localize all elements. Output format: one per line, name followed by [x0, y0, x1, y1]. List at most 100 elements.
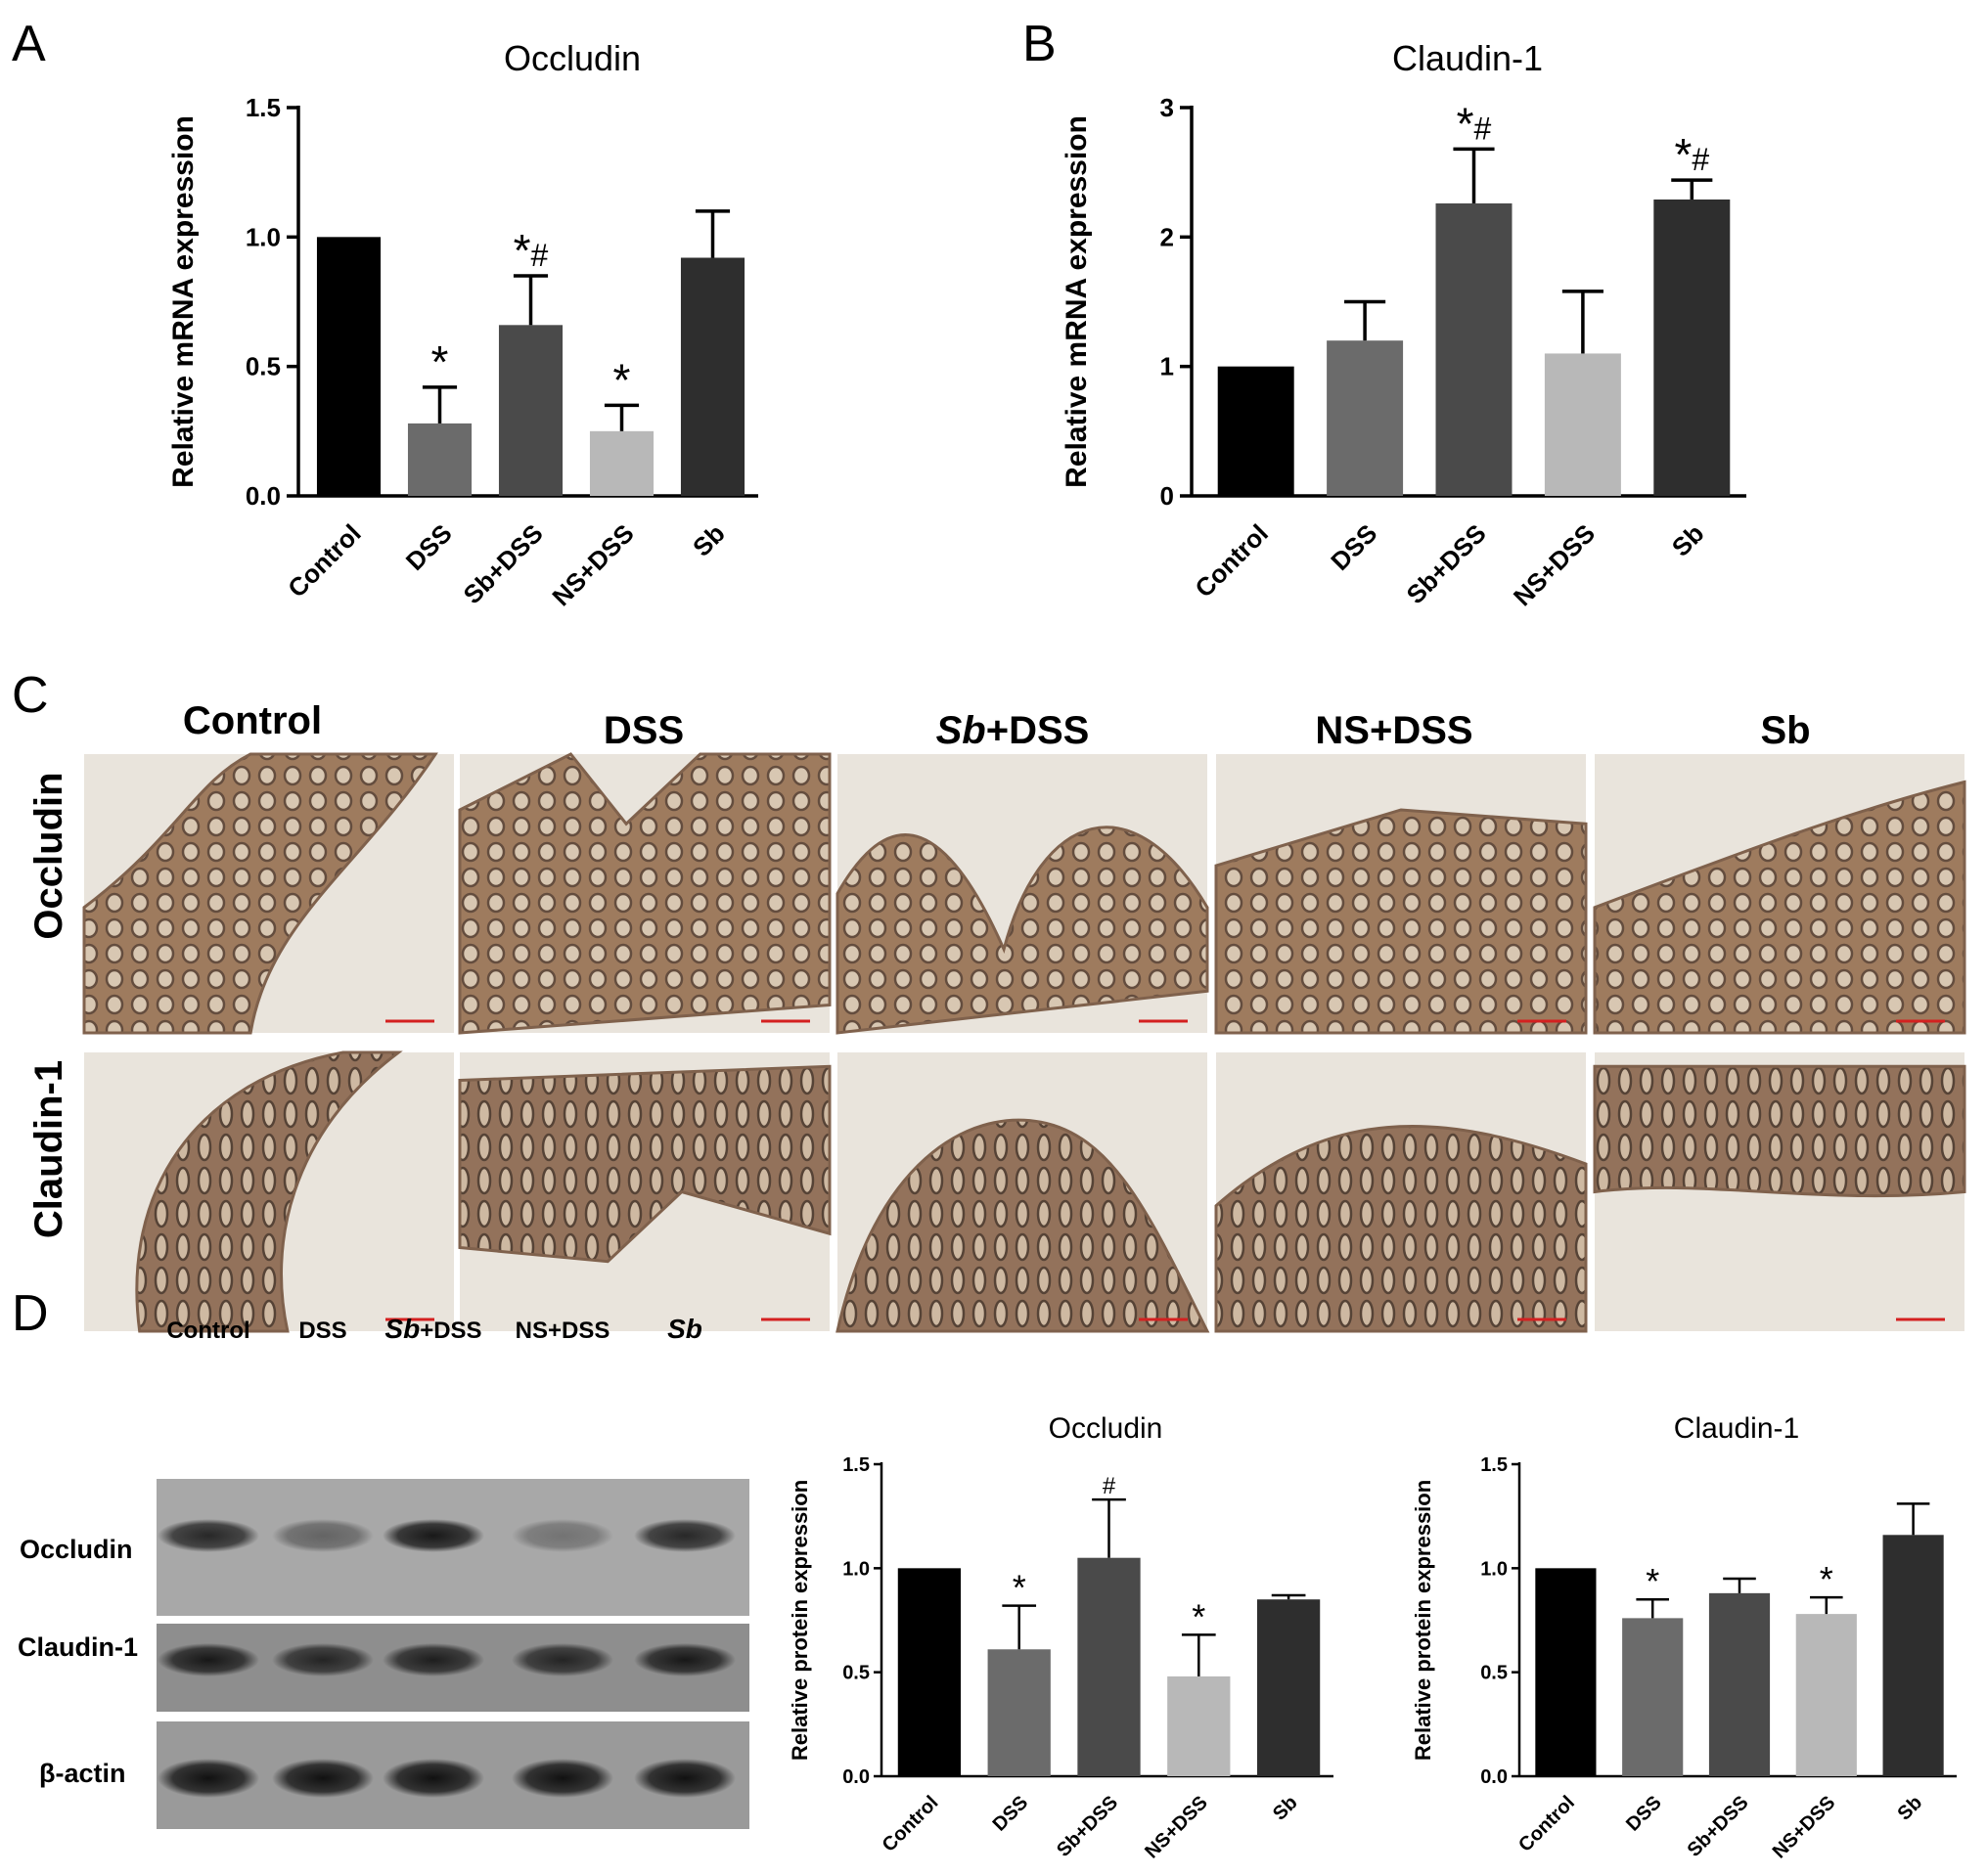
bar-ns-dss: [589, 430, 655, 496]
x-tick-label: NS+DSS: [546, 518, 639, 611]
chart-a-occludin-mrna: Occludin Relative mRNA expression 0.0 0.5 1.…: [167, 38, 758, 611]
y-tick-label: 1.5: [842, 1454, 870, 1476]
blot-band: [383, 1643, 484, 1676]
x-tick-label: Sb+DSS: [1400, 518, 1491, 609]
ihc-image-ns-dss-occludin: [1214, 754, 1588, 1035]
bar-sb-dss: [1435, 202, 1513, 496]
y-tick-label: 1.0: [1480, 1558, 1508, 1580]
significance-mark: *#: [1457, 98, 1492, 149]
significance-mark: *: [613, 354, 631, 405]
blot-band: [512, 1643, 613, 1676]
blot-band: [634, 1519, 736, 1552]
y-tick-label: 2: [1160, 222, 1174, 251]
significance-mark: *: [1820, 1559, 1833, 1599]
x-tick-label: DSS: [1622, 1792, 1666, 1836]
significance-mark: #: [1103, 1473, 1116, 1499]
bar-dss: [1622, 1618, 1684, 1776]
y-axis-label: Relative mRNA expression: [167, 115, 200, 488]
significance-mark: *: [1013, 1568, 1026, 1608]
x-tick-label: NS+DSS: [1769, 1792, 1840, 1863]
bar-control: [1217, 366, 1294, 496]
ihc-image-control-claudin: [84, 1050, 454, 1333]
bar-sb: [1653, 199, 1731, 496]
y-tick-label: 1: [1160, 352, 1174, 381]
chart-d-claudin-protein: Claudin-1 Relative protein expression 0.0 0…: [1411, 1412, 1957, 1863]
significance-mark: *#: [514, 225, 549, 276]
bar-ns-dss: [1167, 1675, 1231, 1776]
y-axis-label: Relative protein expression: [788, 1480, 812, 1761]
x-tick-label: Sb: [1666, 518, 1710, 562]
y-tick-label: 0.0: [842, 1766, 870, 1788]
y-tick-label: 0.0: [1480, 1766, 1508, 1788]
x-tick-label: DSS: [989, 1792, 1033, 1836]
x-tick-label: Sb+DSS: [1684, 1792, 1753, 1861]
blot-band: [512, 1519, 613, 1552]
y-tick-label: 1.5: [246, 93, 281, 122]
bar-sb-dss: [1708, 1592, 1771, 1776]
x-tick-label: Sb: [687, 518, 731, 562]
bar-dss: [1327, 340, 1404, 496]
bar-sb: [1256, 1599, 1321, 1776]
x-tick-label: NS+DSS: [1141, 1792, 1212, 1863]
y-tick-label: 0.0: [246, 481, 281, 511]
y-axis-label: Relative protein expression: [1411, 1480, 1435, 1761]
blot-band: [158, 1643, 259, 1676]
chart-b-claudin-mrna: Claudin-1 Relative mRNA expression 0 1 2 3 Con…: [1061, 38, 1746, 611]
blot-strip-actin: [157, 1721, 749, 1829]
y-tick-label: 1.0: [246, 222, 281, 251]
blot-strip-claudin: [157, 1624, 749, 1712]
x-tick-label: Sb: [1894, 1792, 1927, 1825]
panel-letter-c: C: [12, 667, 49, 724]
significance-mark: *#: [1674, 129, 1709, 180]
ihc-image-dss-occludin: [458, 752, 832, 1035]
y-tick-label: 0.5: [1480, 1663, 1508, 1684]
x-tick-label: Sb+DSS: [1053, 1792, 1122, 1861]
bar-dss: [987, 1649, 1051, 1776]
wb-col-label-sb: Sb: [667, 1314, 702, 1344]
bar-control: [1535, 1568, 1597, 1776]
y-tick-label: 0: [1160, 481, 1174, 511]
bar-control: [316, 237, 382, 497]
ihc-image-control-occludin: [82, 752, 454, 1035]
bar-ns-dss: [1544, 353, 1621, 496]
ihc-row-label-claudin: Claudin-1: [27, 1060, 70, 1238]
blot-band: [383, 1519, 484, 1552]
x-tick-label: NS+DSS: [1508, 518, 1601, 611]
x-tick-label: Control: [1514, 1792, 1579, 1856]
y-tick-label: 1.5: [1480, 1454, 1508, 1476]
bar-control: [897, 1568, 962, 1776]
bar-sb: [1882, 1535, 1944, 1776]
x-tick-label: Control: [879, 1792, 943, 1856]
chart-title: Occludin: [504, 38, 641, 78]
blot-band: [158, 1759, 259, 1798]
ihc-col-label-sb-dss: Sb+DSS: [936, 709, 1090, 752]
panel-letter-d: D: [12, 1285, 49, 1342]
ihc-image-dss-claudin: [458, 1052, 832, 1331]
bar-dss: [407, 423, 473, 496]
y-tick-label: 3: [1160, 93, 1174, 122]
blot-band: [158, 1519, 259, 1552]
wb-row-label-occludin: Occludin: [20, 1535, 133, 1564]
blot-band: [512, 1759, 613, 1798]
bar-ns-dss: [1795, 1614, 1857, 1776]
wb-col-label-control: Control: [166, 1318, 249, 1344]
blot-band: [383, 1759, 484, 1798]
wb-col-label-ns-dss: NS+DSS: [516, 1318, 610, 1344]
y-axis-label: Relative mRNA expression: [1061, 115, 1093, 488]
y-tick-label: 0.5: [246, 352, 281, 381]
x-tick-label: Sb+DSS: [457, 518, 548, 609]
ihc-image-sb-claudin: [1593, 1052, 1966, 1331]
x-tick-label: DSS: [1325, 518, 1382, 576]
panel-letter-a: A: [12, 16, 46, 72]
ihc-col-label-sb: Sb: [1760, 709, 1810, 752]
western-blot-panel: Control DSS Sb+DSS NS+DSS Sb Occludin Cl…: [18, 1314, 749, 1829]
ihc-image-sb-dss-occludin: [835, 754, 1209, 1035]
bar-sb: [680, 257, 745, 496]
blot-band: [272, 1759, 374, 1798]
wb-row-label-claudin: Claudin-1: [18, 1632, 138, 1662]
chart-d-occludin-protein: Occludin Relative protein expression 0.0 0.…: [788, 1412, 1333, 1863]
significance-mark: *: [1646, 1561, 1659, 1601]
blot-band: [634, 1643, 736, 1676]
blot-strip-occludin: [157, 1479, 749, 1616]
